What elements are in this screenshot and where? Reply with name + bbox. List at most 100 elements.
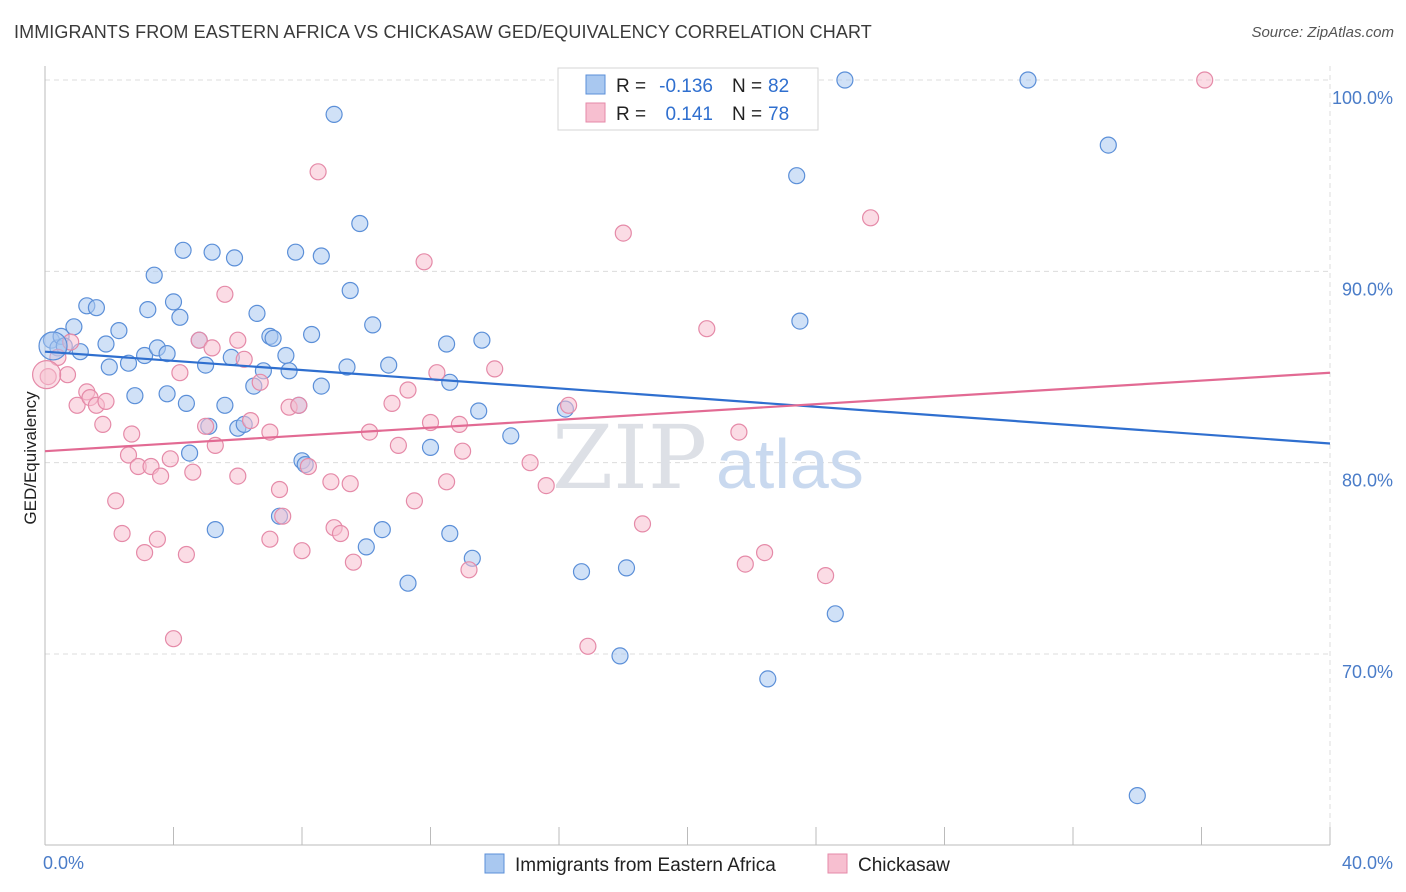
pink-point-54 (415, 253, 433, 271)
pink-point-19 (152, 467, 170, 485)
pink-point-48 (344, 553, 362, 571)
pink-point-26 (197, 417, 215, 435)
pink-point-29 (216, 285, 234, 303)
blue-point-18 (158, 345, 176, 363)
blue-point-13 (126, 387, 144, 405)
x-tick-label-max: 40.0% (1342, 853, 1393, 873)
pink-point-3 (58, 366, 77, 384)
blue-point-54 (357, 538, 375, 556)
pink-point-43 (309, 163, 327, 181)
pink-trend-line (44, 371, 1331, 453)
blue-point-49 (312, 247, 330, 265)
pink-point-51 (389, 436, 407, 454)
blue-point-51 (338, 358, 356, 376)
pink-point-67 (633, 515, 652, 533)
blue-point-72 (759, 670, 777, 688)
pink-point-12 (113, 524, 131, 543)
pink-point-36 (261, 423, 279, 441)
legend-r-label-2: R = (616, 104, 646, 125)
pink-point-14 (123, 425, 141, 443)
pink-point-53 (405, 492, 423, 510)
blue-point-9 (97, 335, 115, 353)
blue-point-57 (380, 356, 398, 374)
pink-point-5 (68, 396, 86, 414)
pink-point-74 (1196, 71, 1214, 89)
chart-title: IMMIGRANTS FROM EASTERN AFRICA VS CHICKA… (14, 22, 872, 42)
blue-point-32 (225, 249, 244, 267)
pink-point-58 (450, 415, 468, 433)
blue-point-60 (438, 335, 456, 353)
blue-point-56 (373, 520, 391, 539)
blue-point-79 (1128, 786, 1146, 805)
pink-point-46 (331, 524, 350, 543)
pink-point-27 (203, 339, 221, 357)
pink-point-21 (164, 630, 183, 648)
pink-point-30 (229, 331, 247, 349)
legend-swatch-pink (585, 102, 606, 123)
blue-point-48 (312, 377, 330, 395)
watermark: ZIP atlas (552, 406, 864, 509)
blue-point-62 (441, 524, 459, 543)
blue-point-71 (617, 559, 636, 577)
blue-point-30 (216, 396, 234, 414)
legend-r-value-2: 0.141 (665, 104, 713, 125)
series-legend-label-1: Immigrants from Eastern Africa (515, 855, 776, 876)
pink-point-37 (270, 480, 289, 499)
pink-point-35 (261, 530, 279, 548)
axes (44, 66, 1331, 846)
source-label: Source: ZipAtlas.com (1251, 24, 1394, 41)
blue-point-61 (441, 373, 459, 391)
pink-point-32 (235, 350, 253, 368)
blue-point-20 (164, 293, 183, 311)
pink-point-34 (251, 373, 269, 391)
blue-point-36 (248, 304, 266, 322)
pink-point-60 (460, 561, 478, 579)
legend-n-value-1: 82 (768, 76, 789, 97)
blue-point-11 (110, 322, 128, 340)
pink-point-10 (97, 392, 115, 410)
series-legend-label-2: Chickasaw (858, 855, 950, 876)
blue-point-53 (351, 214, 369, 233)
pink-point-24 (184, 463, 202, 481)
pink-point-50 (383, 394, 401, 412)
pink-point-64 (559, 396, 578, 414)
scatter-points (32, 71, 1214, 805)
blue-point-66 (502, 427, 520, 445)
pink-point-70 (736, 555, 754, 573)
pink-point-31 (229, 467, 247, 485)
legend-swatch-blue (585, 74, 606, 95)
blue-point-19 (158, 385, 176, 403)
pink-point-66 (614, 224, 632, 242)
blue-point-26 (197, 356, 215, 374)
legend-n-label-2: N = (732, 104, 762, 125)
blue-point-23 (177, 394, 195, 412)
blue-point-75 (826, 605, 844, 623)
blue-point-8 (87, 299, 106, 317)
pink-point-18 (148, 530, 166, 548)
pink-point-16 (136, 543, 154, 562)
blue-point-41 (277, 346, 295, 365)
blue-point-58 (399, 574, 417, 592)
pink-point-20 (161, 450, 179, 468)
pink-point-9 (94, 415, 112, 433)
blue-point-28 (203, 243, 221, 261)
y-axis-label: GED/Equivalency (21, 391, 40, 525)
watermark-zip: ZIP (552, 406, 707, 509)
blue-point-65 (473, 331, 491, 349)
blue-point-77 (1019, 71, 1037, 89)
blue-cluster-point (38, 331, 68, 361)
blue-point-50 (325, 105, 343, 124)
pink-point-47 (341, 475, 359, 493)
y-tick-label-1: 70.0% (1342, 662, 1393, 682)
legend-n-value-2: 78 (768, 104, 789, 125)
legend-r-value-1: -0.136 (659, 76, 713, 97)
blue-point-64 (470, 402, 488, 420)
pink-point-65 (579, 637, 597, 655)
y-tick-label-2: 80.0% (1342, 471, 1393, 491)
pink-point-41 (293, 542, 311, 560)
pink-point-25 (190, 331, 208, 349)
legend-r-label-1: R = (616, 76, 646, 97)
pink-point-33 (242, 412, 260, 430)
pink-point-71 (755, 543, 774, 562)
